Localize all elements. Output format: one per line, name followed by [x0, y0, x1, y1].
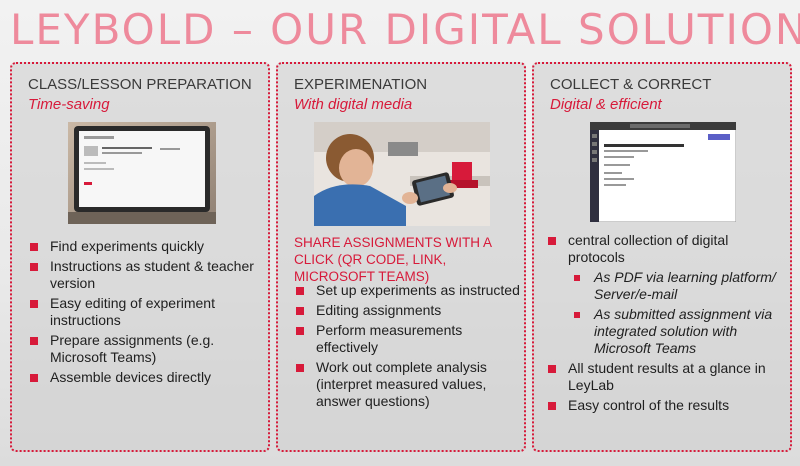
panel-heading: CLASS/LESSON PREPARATION: [28, 76, 252, 93]
panel-heading: COLLECT & CORRECT: [550, 76, 712, 93]
list-item: Instructions as student & teacher versio…: [28, 258, 264, 292]
list-item: central collection of digital protocols: [546, 232, 786, 266]
list-item: Work out complete analysis (interpret me…: [294, 359, 520, 410]
panel-subtitle: Digital & efficient: [550, 96, 662, 113]
share-assignments-highlight: SHARE ASSIGNMENTS WITH A CLICK (QR CODE,…: [294, 235, 492, 284]
bullet-list: central collection of digital protocols …: [546, 232, 786, 417]
list-item: Easy editing of experiment instructions: [28, 295, 264, 329]
teams-assignment-screenshot: [590, 122, 736, 222]
list-item: Prepare assignments (e.g. Microsoft Team…: [28, 332, 264, 366]
laptop-screenshot-image: [68, 122, 216, 224]
panel-subtitle: Time-saving: [28, 96, 110, 113]
page-title: LEYBOLD – OUR DIGITAL SOLUTION: [10, 5, 800, 54]
list-item: Set up experiments as instructed: [294, 282, 520, 299]
list-subitem: As PDF via learning platform/ Server/e-m…: [572, 269, 786, 303]
bullet-list: Find experiments quickly Instructions as…: [28, 238, 264, 389]
list-item: Easy control of the results: [546, 397, 786, 414]
list-item: Find experiments quickly: [28, 238, 264, 255]
list-subitem: As submitted assignment via integrated s…: [572, 306, 786, 357]
panel-collect-correct: COLLECT & CORRECT Digital & efficient ce…: [532, 62, 792, 452]
list-item: Editing assignments: [294, 302, 520, 319]
student-tablet-photo: [314, 122, 490, 226]
list-item: Assemble devices directly: [28, 369, 264, 386]
panel-heading: EXPERIMENATION: [294, 76, 428, 93]
panel-experimentation: EXPERIMENATION With digital media SHARE …: [276, 62, 526, 452]
bullet-list: Set up experiments as instructed Editing…: [294, 282, 520, 413]
list-item: All student results at a glance in LeyLa…: [546, 360, 786, 394]
list-item: Perform measurements effectively: [294, 322, 520, 356]
panel-subtitle: With digital media: [294, 96, 413, 113]
panel-lesson-preparation: CLASS/LESSON PREPARATION Time-saving Fin…: [10, 62, 270, 452]
